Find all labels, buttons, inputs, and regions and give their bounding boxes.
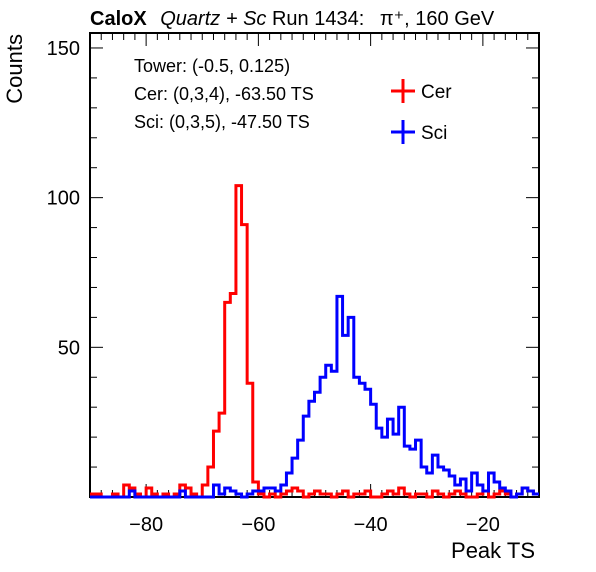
title-brand: CaloX (90, 8, 147, 30)
x-tick-label: −80 (129, 514, 163, 536)
histogram-line-cer (90, 184, 539, 499)
histogram-line-sci (90, 294, 539, 499)
annotation-tower: Tower: (-0.5, 0.125) (134, 56, 290, 76)
x-axis-title: Peak TS (451, 538, 535, 563)
title-material: Quartz + Sc (160, 8, 266, 30)
y-tick-label: 150 (47, 38, 80, 60)
annotation-cer: Cer: (0,3,4), -63.50 TS (134, 84, 314, 104)
legend: Cer Sci (391, 79, 452, 144)
x-tick-label: −60 (241, 514, 275, 536)
title-run: Run 1434: (272, 8, 364, 30)
legend-label-sci: Sci (421, 123, 447, 144)
chart-title: CaloX Quartz + Sc Run 1434: π⁺, 160 GeV (90, 8, 495, 30)
x-tick-label: −40 (354, 514, 388, 536)
x-axis: −80 −60 −40 −20 (89, 33, 540, 536)
legend-label-cer: Cer (421, 82, 452, 103)
series-layer (90, 184, 539, 499)
legend-item-cer: Cer (391, 79, 452, 103)
y-tick-label: 100 (47, 188, 80, 210)
annotation-box: Tower: (-0.5, 0.125) Cer: (0,3,4), -63.5… (134, 56, 314, 132)
y-axis-title: Counts (2, 34, 27, 104)
title-particle: π⁺, 160 GeV (380, 8, 495, 30)
annotation-sci: Sci: (0,3,5), -47.50 TS (134, 112, 310, 132)
legend-item-sci: Sci (391, 120, 447, 144)
x-tick-label: −20 (466, 514, 500, 536)
y-axis: 50 100 150 (47, 38, 539, 498)
y-tick-label: 50 (58, 337, 80, 359)
